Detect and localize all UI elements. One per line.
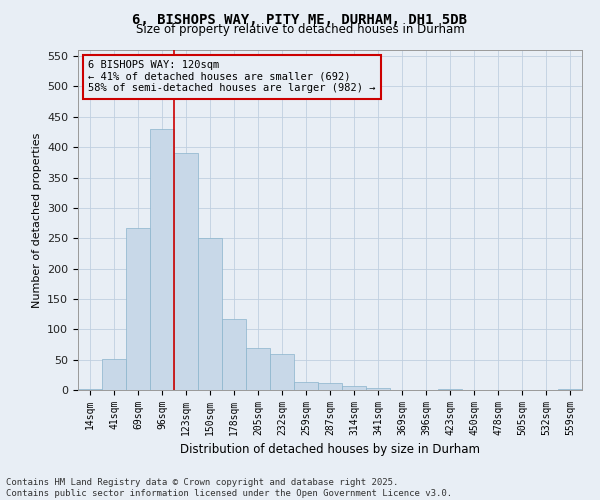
Bar [558,389,582,390]
Bar [174,153,198,390]
Bar [318,382,342,390]
Text: 6, BISHOPS WAY, PITY ME, DURHAM, DH1 5DB: 6, BISHOPS WAY, PITY ME, DURHAM, DH1 5DB [133,12,467,26]
Bar [126,228,150,390]
Bar [150,129,174,390]
Bar [78,389,102,390]
Bar [366,388,390,390]
Bar [222,319,246,390]
Y-axis label: Number of detached properties: Number of detached properties [32,132,41,308]
Bar [294,382,318,390]
Bar [198,238,222,390]
Bar [246,348,270,390]
Text: Contains HM Land Registry data © Crown copyright and database right 2025.
Contai: Contains HM Land Registry data © Crown c… [6,478,452,498]
X-axis label: Distribution of detached houses by size in Durham: Distribution of detached houses by size … [180,444,480,456]
Text: Size of property relative to detached houses in Durham: Size of property relative to detached ho… [136,22,464,36]
Bar [342,386,366,390]
Bar [270,354,294,390]
Bar [102,359,126,390]
Text: 6 BISHOPS WAY: 120sqm
← 41% of detached houses are smaller (692)
58% of semi-det: 6 BISHOPS WAY: 120sqm ← 41% of detached … [88,60,376,94]
